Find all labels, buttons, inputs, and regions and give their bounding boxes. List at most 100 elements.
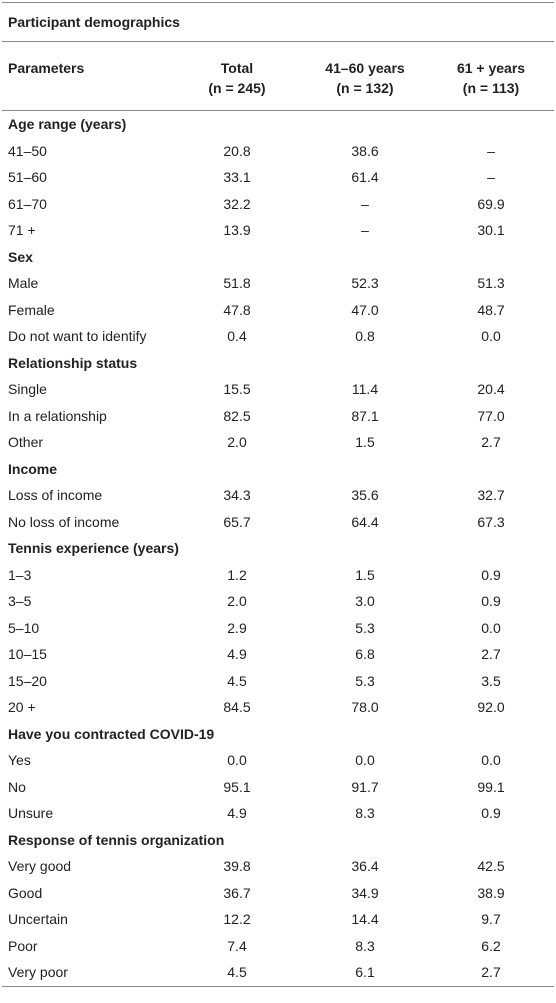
cell-value: 42.5 bbox=[477, 858, 505, 875]
data-row: 20 + 84.5 78.0 92.0 bbox=[2, 694, 554, 721]
cell-value: 0.9 bbox=[481, 593, 501, 610]
table-container: Participant demographics Parameters Total… bbox=[2, 2, 554, 987]
section-heading: Response of tennis organization bbox=[8, 831, 225, 848]
cell-value: 51.8 bbox=[223, 275, 251, 292]
cell-value: 0.0 bbox=[227, 752, 247, 769]
data-row: No 95.1 91.7 99.1 bbox=[2, 774, 554, 801]
section-row: Relationship status bbox=[2, 350, 554, 377]
data-row: 5–10 2.9 5.3 0.0 bbox=[2, 615, 554, 642]
data-row: 15–20 4.5 5.3 3.5 bbox=[2, 668, 554, 695]
data-row: 51–60 33.1 61.4 – bbox=[2, 164, 554, 191]
section-heading: Have you contracted COVID-19 bbox=[8, 725, 215, 742]
row-label: Very good bbox=[8, 858, 72, 875]
cell-value: 8.3 bbox=[355, 937, 375, 954]
cell-value: 15.5 bbox=[223, 381, 251, 398]
data-row: Very poor 4.5 6.1 2.7 bbox=[2, 959, 554, 986]
cell-value: 47.0 bbox=[351, 301, 379, 318]
row-label: Do not want to identify bbox=[8, 328, 147, 345]
cell-value: 34.9 bbox=[351, 884, 379, 901]
data-row: Good 36.7 34.9 38.9 bbox=[2, 880, 554, 907]
cell-value: 5.3 bbox=[355, 619, 375, 636]
data-row: Poor 7.4 8.3 6.2 bbox=[2, 933, 554, 960]
data-row: In a relationship 82.5 87.1 77.0 bbox=[2, 403, 554, 430]
cell-value: 39.8 bbox=[223, 858, 251, 875]
cell-value: 69.9 bbox=[477, 195, 505, 212]
cell-value: 1.5 bbox=[355, 566, 375, 583]
cell-value: 6.8 bbox=[355, 646, 375, 663]
data-row: 10–15 4.9 6.8 2.7 bbox=[2, 641, 554, 668]
cell-value: 92.0 bbox=[477, 699, 505, 716]
cell-value: 0.0 bbox=[481, 619, 501, 636]
section-heading: Age range (years) bbox=[8, 116, 127, 133]
data-row: Single 15.5 11.4 20.4 bbox=[2, 376, 554, 403]
cell-value: 0.0 bbox=[481, 752, 501, 769]
row-label: Female bbox=[8, 301, 55, 318]
row-label: Uncertain bbox=[8, 911, 68, 928]
row-label: 1–3 bbox=[8, 566, 32, 583]
cell-value: 35.6 bbox=[351, 487, 379, 504]
table-title: Participant demographics bbox=[2, 3, 554, 42]
cell-value: 52.3 bbox=[351, 275, 379, 292]
cell-value: 33.1 bbox=[223, 169, 251, 186]
cell-value: 61.4 bbox=[351, 169, 379, 186]
row-label: 3–5 bbox=[8, 593, 32, 610]
data-row: 61–70 32.2 – 69.9 bbox=[2, 191, 554, 218]
table-body: Age range (years) 41–50 20.8 38.6 – 51–60 33.1… bbox=[2, 111, 554, 987]
column-header: 41–60 years (n = 132) bbox=[302, 42, 428, 111]
cell-value: 14.4 bbox=[351, 911, 379, 928]
data-row: Unsure 4.9 8.3 0.9 bbox=[2, 800, 554, 827]
row-label: 5–10 bbox=[8, 619, 40, 636]
row-label: 10–15 bbox=[8, 646, 47, 663]
cell-value: 0.0 bbox=[481, 328, 501, 345]
cell-value: 48.7 bbox=[477, 301, 505, 318]
section-row: Response of tennis organization bbox=[2, 827, 554, 854]
column-label: 61 + years bbox=[456, 60, 526, 76]
row-label: In a relationship bbox=[8, 407, 107, 424]
cell-value: 0.4 bbox=[227, 328, 247, 345]
row-label: Poor bbox=[8, 937, 38, 954]
cell-value: 3.0 bbox=[355, 593, 375, 610]
cell-value: 38.6 bbox=[351, 142, 379, 159]
cell-value: 2.0 bbox=[227, 434, 247, 451]
data-row: Other 2.0 1.5 2.7 bbox=[2, 429, 554, 456]
cell-value: 4.5 bbox=[227, 964, 247, 981]
cell-value: 20.4 bbox=[477, 381, 505, 398]
section-row: Age range (years) bbox=[2, 111, 554, 138]
cell-value: 0.9 bbox=[481, 805, 501, 822]
data-row: 3–5 2.0 3.0 0.9 bbox=[2, 588, 554, 615]
row-label: Male bbox=[8, 275, 39, 292]
row-label: Yes bbox=[8, 752, 31, 769]
cell-value: 9.7 bbox=[481, 911, 501, 928]
cell-value: – bbox=[487, 142, 495, 159]
demographics-table: Parameters Total (n = 245) 41–60 years (n = … bbox=[2, 42, 554, 987]
section-heading: Tennis experience (years) bbox=[8, 540, 179, 557]
section-row: Sex bbox=[2, 244, 554, 271]
cell-value: 82.5 bbox=[223, 407, 251, 424]
column-n: (n = 113) bbox=[462, 80, 520, 96]
cell-value: 38.9 bbox=[477, 884, 505, 901]
column-n: (n = 245) bbox=[208, 80, 266, 96]
cell-value: 32.2 bbox=[223, 195, 251, 212]
cell-value: 2.7 bbox=[481, 964, 501, 981]
row-label: 15–20 bbox=[8, 672, 47, 689]
cell-value: 6.2 bbox=[481, 937, 501, 954]
row-label: Good bbox=[8, 884, 43, 901]
cell-value: 0.0 bbox=[355, 752, 375, 769]
data-row: No loss of income 65.7 64.4 67.3 bbox=[2, 509, 554, 536]
cell-value: 2.7 bbox=[481, 434, 501, 451]
cell-value: 95.1 bbox=[223, 778, 251, 795]
cell-value: 91.7 bbox=[351, 778, 379, 795]
row-label: Unsure bbox=[8, 805, 54, 822]
cell-value: 64.4 bbox=[351, 513, 379, 530]
column-label: Parameters bbox=[8, 60, 85, 76]
cell-value: 11.4 bbox=[351, 381, 379, 398]
data-row: Uncertain 12.2 14.4 9.7 bbox=[2, 906, 554, 933]
cell-value: 99.1 bbox=[477, 778, 505, 795]
column-label: Total bbox=[220, 60, 254, 76]
section-heading: Relationship status bbox=[8, 354, 138, 371]
row-label: Other bbox=[8, 434, 44, 451]
row-label: Loss of income bbox=[8, 487, 103, 504]
row-label: 61–70 bbox=[8, 195, 47, 212]
cell-value: 13.9 bbox=[223, 222, 251, 239]
